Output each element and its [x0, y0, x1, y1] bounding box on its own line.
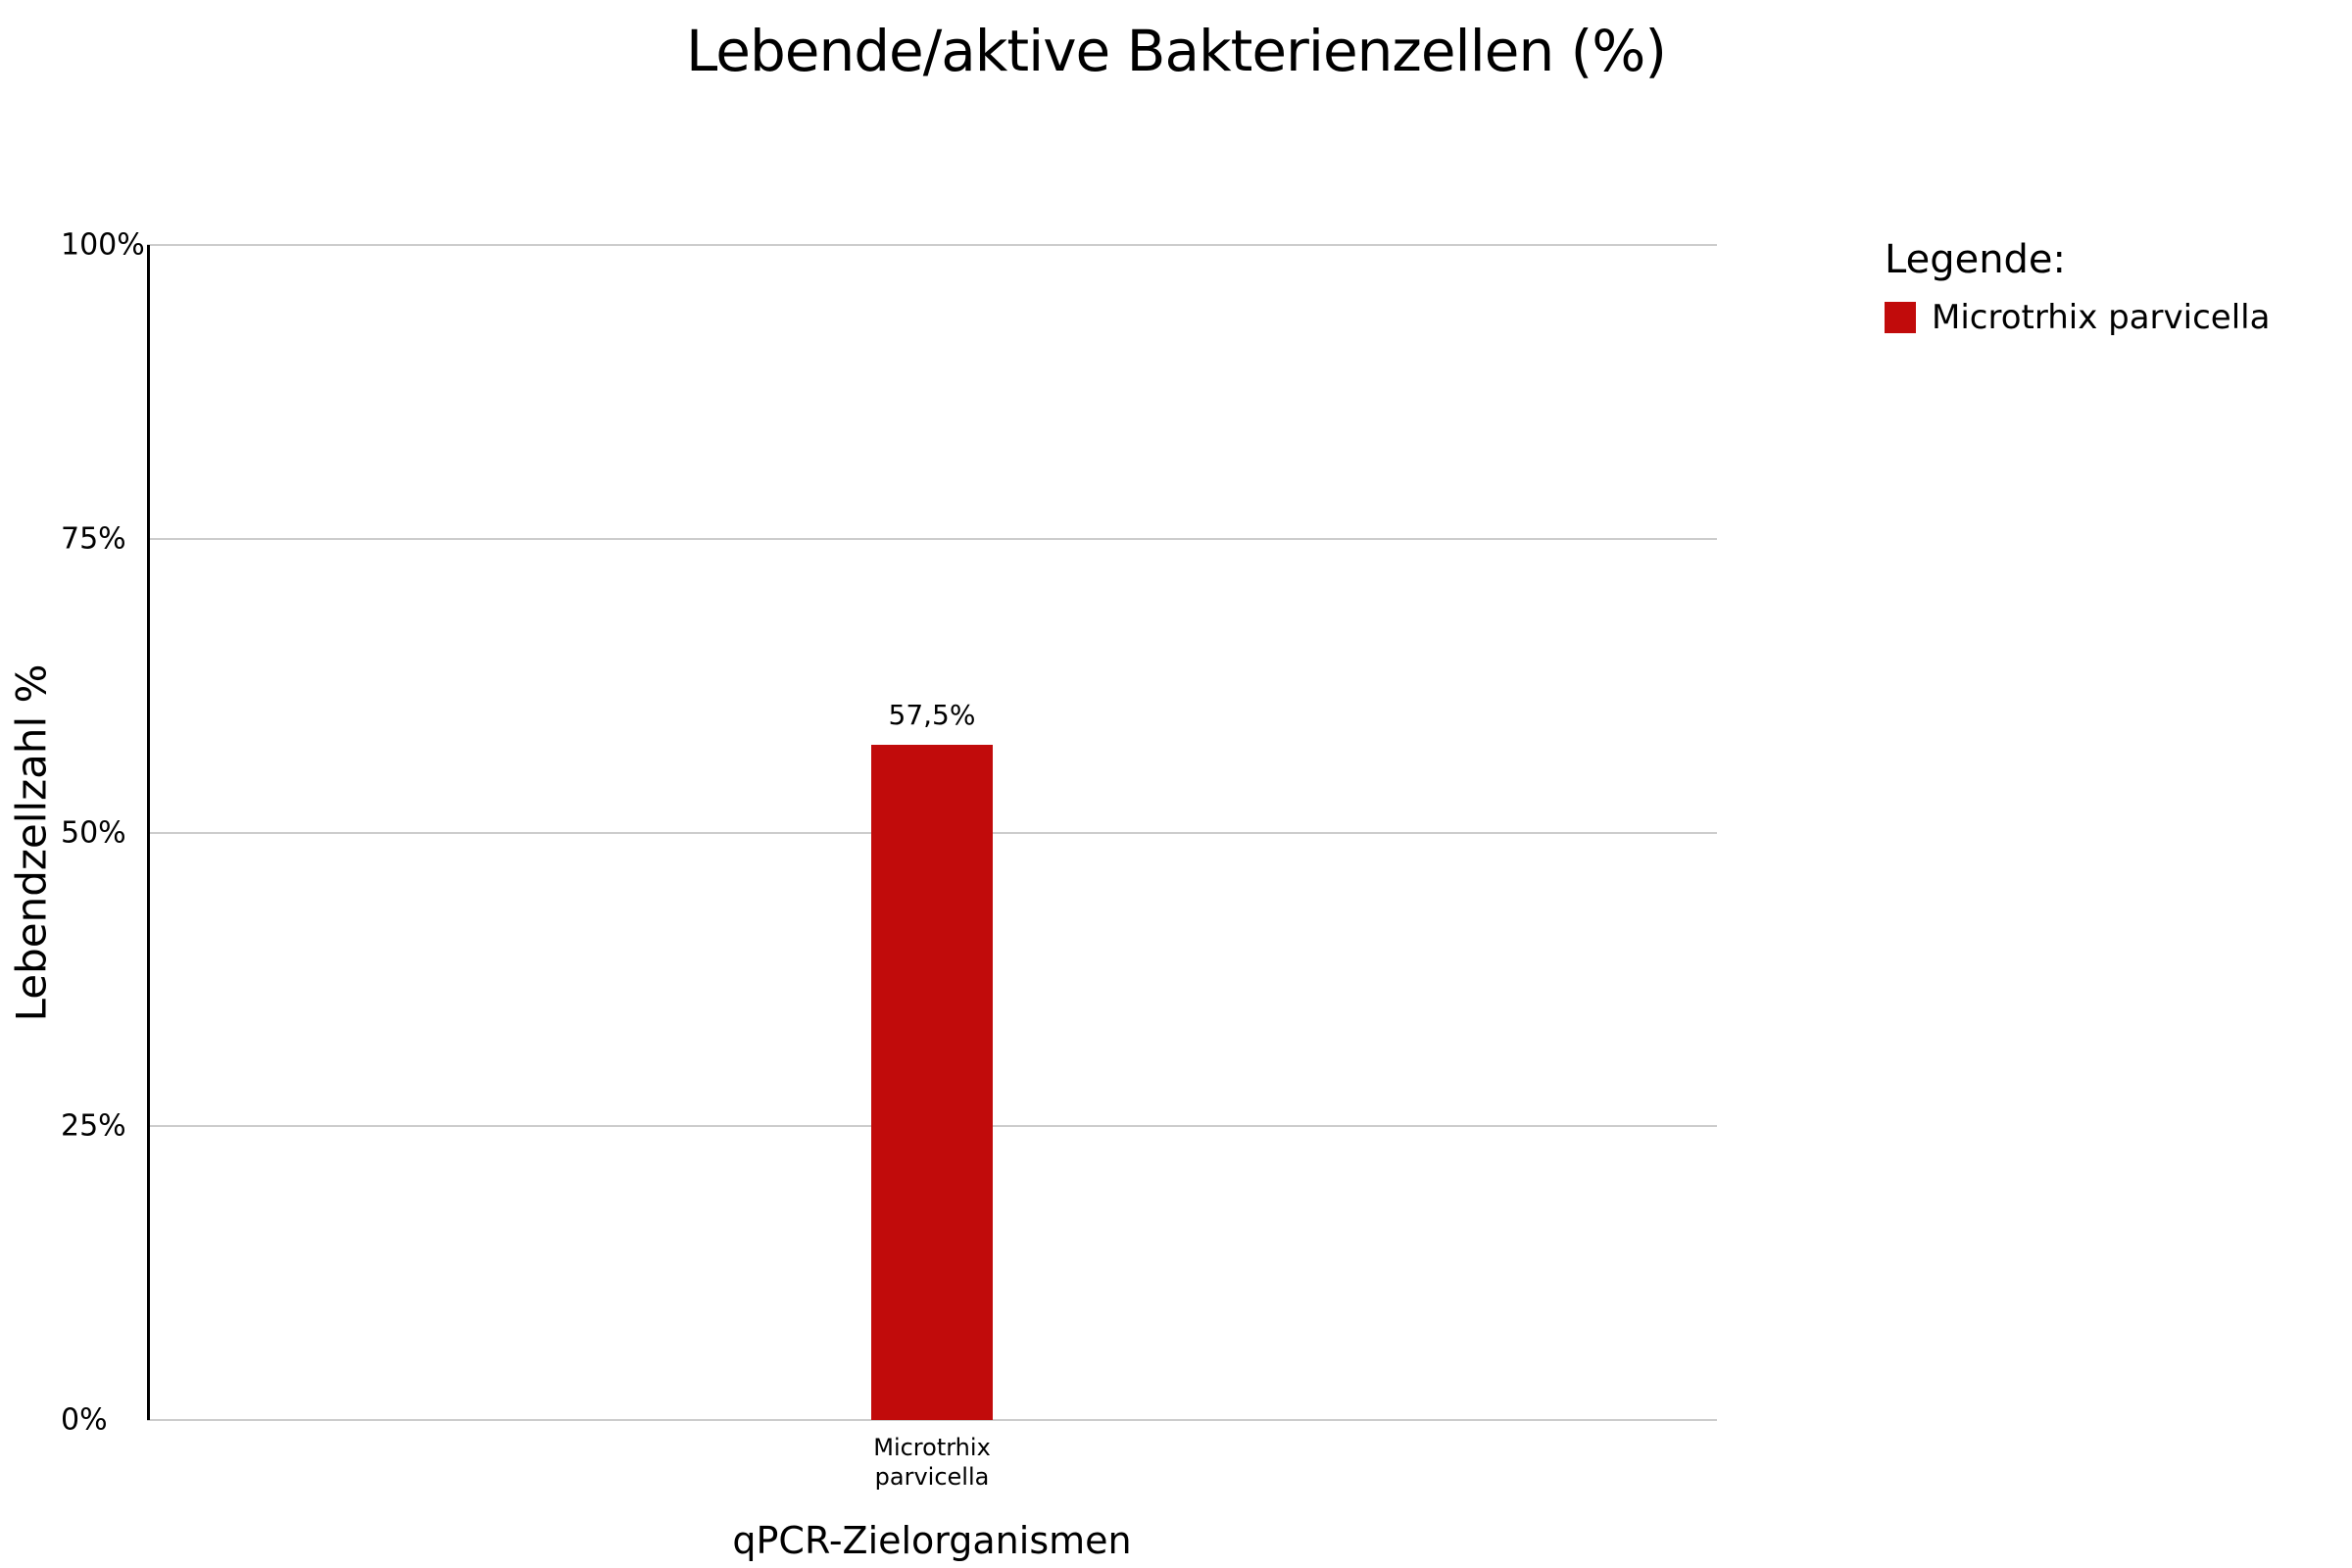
- bar-value-label: 57,5%: [888, 698, 976, 731]
- x-tick-labels: Microtrhix parvicella: [147, 1433, 1717, 1511]
- gridline: [147, 1419, 1717, 1421]
- x-tick-label: Microtrhix parvicella: [873, 1434, 991, 1491]
- bar: [871, 744, 993, 1420]
- y-axis-title: Lebendzellzahl %: [7, 663, 56, 1022]
- legend-items: Microtrhix parvicella: [1885, 298, 2270, 337]
- y-axis-line: [147, 245, 150, 1420]
- legend-item: Microtrhix parvicella: [1885, 298, 2270, 337]
- gridline: [147, 537, 1717, 540]
- y-tick-label: 50%: [61, 815, 126, 850]
- y-tick-label: 100%: [61, 227, 145, 263]
- y-tick-label: 0%: [61, 1402, 108, 1438]
- y-tick-label: 25%: [61, 1108, 126, 1144]
- legend-item-label: Microtrhix parvicella: [1932, 298, 2271, 337]
- legend: Legende: Microtrhix parvicella: [1885, 237, 2270, 337]
- plot-area: 57,5%: [147, 244, 1717, 1421]
- y-tick-label: 75%: [61, 521, 126, 557]
- bars-layer: 57,5%: [147, 245, 1717, 1420]
- chart-title: Lebende/aktive Bakterienzellen (%): [685, 18, 1667, 84]
- x-axis-title: qPCR-Zielorganismen: [732, 1519, 1132, 1562]
- gridline: [147, 244, 1717, 246]
- legend-swatch-icon: [1885, 302, 1916, 333]
- legend-title: Legende:: [1885, 237, 2067, 282]
